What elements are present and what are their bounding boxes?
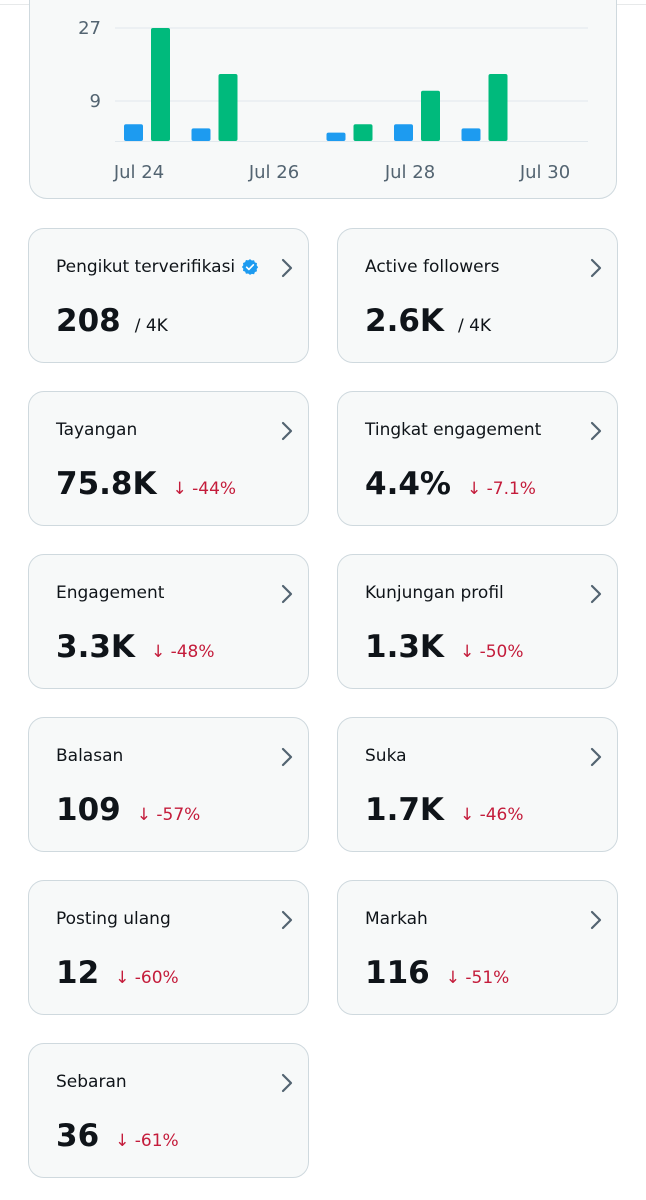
verified-badge-icon xyxy=(241,258,259,276)
metric-label: Posting ulang xyxy=(56,909,171,929)
bar-jul-28-series-1[interactable] xyxy=(394,124,413,141)
metric-value-row: 36 ↓ -61% xyxy=(56,1118,179,1154)
metric-card-markah[interactable]: Markah 116 ↓ -51% xyxy=(337,880,618,1015)
chevron-right-icon[interactable] xyxy=(589,747,603,767)
metric-label-text: Sebaran xyxy=(56,1072,127,1092)
metric-label: Markah xyxy=(365,909,428,929)
metric-label-text: Tayangan xyxy=(56,420,138,440)
metric-label: Engagement xyxy=(56,583,164,603)
metric-change: ↓ -44% xyxy=(172,479,237,499)
bar-jul-27-series-2[interactable] xyxy=(353,124,373,141)
x-tick-label: Jul 30 xyxy=(519,162,570,183)
chevron-right-icon[interactable] xyxy=(280,1073,294,1093)
metric-change: ↓ -7.1% xyxy=(466,479,536,499)
bar-jul-27-series-1[interactable] xyxy=(326,132,346,141)
metric-value: 3.3K xyxy=(56,629,135,665)
metric-label: Tingkat engagement xyxy=(365,420,541,440)
chevron-right-icon[interactable] xyxy=(589,910,603,930)
metric-total: / 4K xyxy=(457,316,492,336)
metric-value: 36 xyxy=(56,1118,100,1154)
metric-value: 2.6K xyxy=(365,303,444,339)
metric-value: 75.8K xyxy=(56,466,157,502)
metric-label-text: Posting ulang xyxy=(56,909,171,929)
metric-card-kunjungan-profil[interactable]: Kunjungan profil 1.3K ↓ -50% xyxy=(337,554,618,689)
metric-change: ↓ -46% xyxy=(459,805,524,825)
x-tick-label: Jul 26 xyxy=(248,162,299,183)
daily-chart-card: 27 9 Jul 24 Jul 26 Jul 28 Jul 30 xyxy=(29,0,617,199)
metric-card-sebaran[interactable]: Sebaran 36 ↓ -61% xyxy=(28,1043,309,1178)
metric-label-text: Engagement xyxy=(56,583,165,603)
chevron-right-icon[interactable] xyxy=(280,747,294,767)
chevron-right-icon[interactable] xyxy=(589,258,603,278)
chevron-right-icon[interactable] xyxy=(280,910,294,930)
metric-value-row: 4.4% ↓ -7.1% xyxy=(365,466,536,502)
metric-value: 109 xyxy=(56,792,121,828)
metric-card-engagement[interactable]: Engagement 3.3K ↓ -48% xyxy=(28,554,309,689)
metric-value: 1.7K xyxy=(365,792,444,828)
metric-card-active-followers[interactable]: Active followers 2.6K / 4K xyxy=(337,228,618,363)
bar-jul-25-series-2[interactable] xyxy=(218,74,238,141)
chevron-right-icon[interactable] xyxy=(280,584,294,604)
bar-jul-25-series-1[interactable] xyxy=(191,128,211,141)
metric-value-row: 208 / 4K xyxy=(56,303,168,339)
metric-value-row: 3.3K ↓ -48% xyxy=(56,629,215,665)
metric-total: / 4K xyxy=(134,316,168,336)
metric-value: 208 xyxy=(56,303,121,339)
metric-card-posting-ulang[interactable]: Posting ulang 12 ↓ -60% xyxy=(28,880,309,1015)
metric-change: ↓ -51% xyxy=(445,968,510,988)
metric-value-row: 1.3K ↓ -50% xyxy=(365,629,524,665)
metric-label-text: Markah xyxy=(365,909,428,929)
metric-value-row: 1.7K ↓ -46% xyxy=(365,792,524,828)
y-tick-label: 9 xyxy=(90,91,101,112)
bar-jul-29-series-2[interactable] xyxy=(488,74,508,141)
metric-value: 116 xyxy=(365,955,430,991)
bar-chart: 27 9 Jul 24 Jul 26 Jul 28 Jul 30 xyxy=(78,18,588,183)
metric-change: ↓ -57% xyxy=(136,805,201,825)
metric-label-text: Balasan xyxy=(56,746,124,766)
metric-value-row: 12 ↓ -60% xyxy=(56,955,179,991)
metric-label: Balasan xyxy=(56,746,123,766)
metric-label-text: Kunjungan profil xyxy=(365,583,504,603)
metric-label: Kunjungan profil xyxy=(365,583,504,603)
metric-value-row: 75.8K ↓ -44% xyxy=(56,466,236,502)
metric-value-row: 116 ↓ -51% xyxy=(365,955,509,991)
metric-label-text: Pengikut terverifikasi xyxy=(56,257,236,277)
metric-label-text: Active followers xyxy=(365,257,500,277)
metric-label: Tayangan xyxy=(56,420,137,440)
bar-jul-24-series-2[interactable] xyxy=(151,28,170,141)
metric-card-tingkat-engagement[interactable]: Tingkat engagement 4.4% ↓ -7.1% xyxy=(337,391,618,526)
chevron-right-icon[interactable] xyxy=(589,584,603,604)
metric-label: Active followers xyxy=(365,257,499,277)
metric-card-tayangan[interactable]: Tayangan 75.8K ↓ -44% xyxy=(28,391,309,526)
metric-value: 1.3K xyxy=(365,629,444,665)
chevron-right-icon[interactable] xyxy=(280,421,294,441)
metric-value-row: 109 ↓ -57% xyxy=(56,792,200,828)
metric-change: ↓ -50% xyxy=(459,642,524,662)
metric-change: ↓ -60% xyxy=(115,968,179,988)
x-tick-label: Jul 24 xyxy=(113,162,164,183)
metric-change: ↓ -48% xyxy=(150,642,215,662)
chevron-right-icon[interactable] xyxy=(280,258,294,278)
x-tick-label: Jul 28 xyxy=(384,162,435,183)
metric-value-row: 2.6K / 4K xyxy=(365,303,491,339)
bar-jul-29-series-1[interactable] xyxy=(461,128,481,141)
metric-card-pengikut-terverifikasi[interactable]: Pengikut terverifikasi 208 / 4K xyxy=(28,228,309,363)
metric-label: Suka xyxy=(365,746,407,766)
metric-card-balasan[interactable]: Balasan 109 ↓ -57% xyxy=(28,717,309,852)
metric-card-suka[interactable]: Suka 1.7K ↓ -46% xyxy=(337,717,618,852)
bar-jul-28-series-2[interactable] xyxy=(421,90,440,141)
metric-value: 4.4% xyxy=(365,466,451,502)
metric-label: Sebaran xyxy=(56,1072,127,1092)
metric-label-text: Suka xyxy=(365,746,407,766)
metric-label: Pengikut terverifikasi xyxy=(56,257,259,277)
y-tick-label: 27 xyxy=(78,18,101,39)
chevron-right-icon[interactable] xyxy=(589,421,603,441)
bar-jul-24-series-1[interactable] xyxy=(124,124,143,141)
metric-label-text: Tingkat engagement xyxy=(365,420,542,440)
metric-value: 12 xyxy=(56,955,100,991)
metric-change: ↓ -61% xyxy=(115,1131,179,1151)
